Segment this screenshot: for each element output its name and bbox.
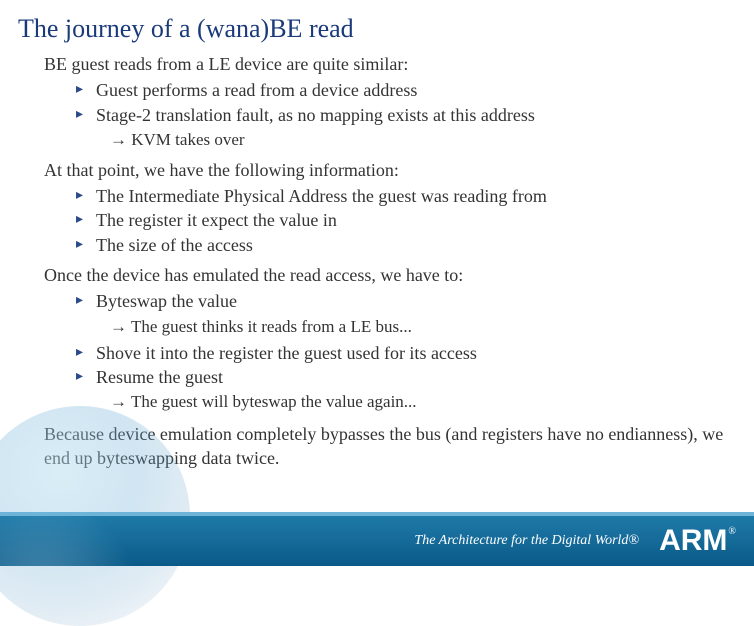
conclusion: Because device emulation completely bypa… xyxy=(44,422,726,471)
section3-intro: Once the device has emulated the read ac… xyxy=(44,263,726,287)
registered-icon: ® xyxy=(728,526,736,537)
arrow-icon: → KVM takes over xyxy=(110,130,245,149)
list-item: Guest performs a read from a device addr… xyxy=(76,78,726,102)
section3-list: Byteswap the value xyxy=(44,289,726,313)
section2-intro: At that point, we have the following inf… xyxy=(44,158,726,182)
arrow-icon: → The guest will byteswap the value agai… xyxy=(110,392,417,411)
slide-content: BE guest reads from a LE device are quit… xyxy=(0,44,754,471)
section3-list-cont: Shove it into the register the guest use… xyxy=(44,341,726,390)
list-item: The register it expect the value in xyxy=(76,208,726,232)
list-item: The size of the access xyxy=(76,233,726,257)
sub-item: → KVM takes over xyxy=(44,129,726,152)
list-item: Resume the guest xyxy=(76,365,726,389)
slide-title: The journey of a (wana)BE read xyxy=(0,0,754,44)
sub-item: → The guest thinks it reads from a LE bu… xyxy=(44,316,726,339)
footer: The Architecture for the Digital World® … xyxy=(0,516,754,566)
section2-list: The Intermediate Physical Address the gu… xyxy=(44,184,726,257)
arm-logo: ARM ® xyxy=(659,524,736,558)
sub-item: → The guest will byteswap the value agai… xyxy=(44,391,726,414)
list-item: The Intermediate Physical Address the gu… xyxy=(76,184,726,208)
list-item: Shove it into the register the guest use… xyxy=(76,341,726,365)
list-item: Byteswap the value xyxy=(76,289,726,313)
list-item: Stage-2 translation fault, as no mapping… xyxy=(76,103,726,127)
section1-intro: BE guest reads from a LE device are quit… xyxy=(44,52,726,76)
arm-logo-text: ARM xyxy=(659,524,727,558)
arrow-icon: → The guest thinks it reads from a LE bu… xyxy=(110,317,412,336)
footer-tagline: The Architecture for the Digital World® xyxy=(414,533,639,549)
section1-list: Guest performs a read from a device addr… xyxy=(44,78,726,127)
